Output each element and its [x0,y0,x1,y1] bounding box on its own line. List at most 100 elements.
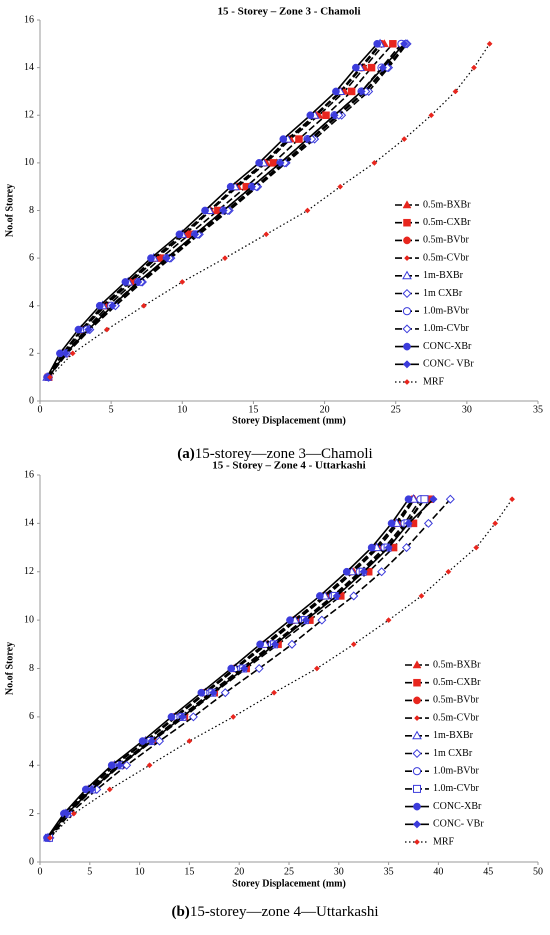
marker [412,820,422,829]
x-axis-label: Storey Displacement (mm) [232,878,346,889]
marker [147,254,155,262]
marker [197,688,206,697]
marker [222,255,228,262]
y-axis-label: No.of Storey [4,184,15,237]
legend-label: 0.5m-BXBr [433,659,481,670]
marker [404,495,413,504]
marker [287,639,297,649]
marker [47,834,53,841]
legend-label: 1.0m-CVbr [433,783,480,794]
y-tick-label: 10 [24,157,34,168]
marker [414,839,420,845]
marker [402,288,412,299]
y-tick-label: 12 [24,566,34,577]
marker [219,206,228,215]
series-line [47,43,394,378]
marker [377,567,387,577]
x-tick-label: 20 [234,866,244,877]
marker [389,40,397,48]
y-tick-label: 14 [24,62,34,73]
y-tick-label: 2 [29,808,34,819]
marker [337,183,344,190]
marker [47,374,53,381]
y-tick-label: 4 [29,300,34,311]
marker [167,713,176,721]
legend-label: CONC-XBr [433,801,482,812]
marker [367,543,376,552]
caption-label: (b) [171,904,189,920]
marker [445,568,452,575]
y-tick-label: 0 [29,395,34,406]
series-line [46,43,381,378]
legend-label: 0.5m-BVbr [423,235,470,246]
marker [84,325,93,334]
marker [423,518,433,528]
x-tick-label: 30 [462,404,472,415]
x-axis-label: Storey Displacement (mm) [232,415,346,426]
legend-label: 1m-BXBr [423,270,464,281]
marker [240,664,249,673]
legend-label: MRF [433,836,455,847]
x-tick-label: 30 [334,866,344,877]
marker [412,767,422,776]
marker [429,495,438,504]
x-tick-label: 15 [248,404,258,415]
marker [350,641,357,648]
marker [404,379,410,385]
marker [402,324,412,334]
x-tick-label: 10 [177,404,187,415]
x-tick-label: 25 [284,866,294,877]
marker [175,230,184,239]
marker [313,665,320,672]
marker [357,87,366,96]
legend-label: CONC-XBr [423,341,472,352]
marker [367,63,376,72]
marker [122,760,132,770]
marker [332,591,341,601]
marker [306,111,315,120]
legend-label: 0.5m-CVbr [423,252,470,263]
marker [179,278,186,285]
marker [418,592,425,599]
marker [349,591,359,601]
marker [404,255,410,262]
marker [276,158,285,168]
y-tick-label: 14 [24,518,34,529]
marker [61,349,70,358]
chart: 15 - Storey – Zone 3 - Chamoli Storey Dis… [4,6,543,463]
marker [263,231,270,238]
marker [402,360,412,369]
marker [247,182,257,191]
marker [473,544,480,551]
marker [401,136,408,143]
marker [62,809,72,818]
marker [295,135,303,143]
marker [412,730,422,740]
marker [227,664,236,673]
x-tick-label: 15 [184,866,194,877]
legend-label: 1m CXBr [433,748,473,759]
marker [286,616,294,624]
legend-label: 1.0m-BVbr [423,305,470,316]
series-line [49,43,491,378]
marker [178,712,187,722]
marker [107,761,116,770]
y-tick-label: 2 [29,348,34,359]
x-tick-label: 35 [384,866,394,877]
marker [445,494,455,504]
marker [121,278,130,286]
marker [106,786,113,793]
y-tick-label: 8 [29,205,34,216]
marker [402,200,412,209]
marker [254,663,264,674]
marker [230,713,237,720]
legend-label: 1.0m-CVbr [423,323,470,334]
marker [413,784,421,793]
caption-label: (a) [177,446,195,462]
legend-label: MRF [423,376,445,387]
marker [342,567,351,576]
marker [387,519,396,528]
x-tick-label: 5 [109,404,114,415]
marker [352,63,360,72]
